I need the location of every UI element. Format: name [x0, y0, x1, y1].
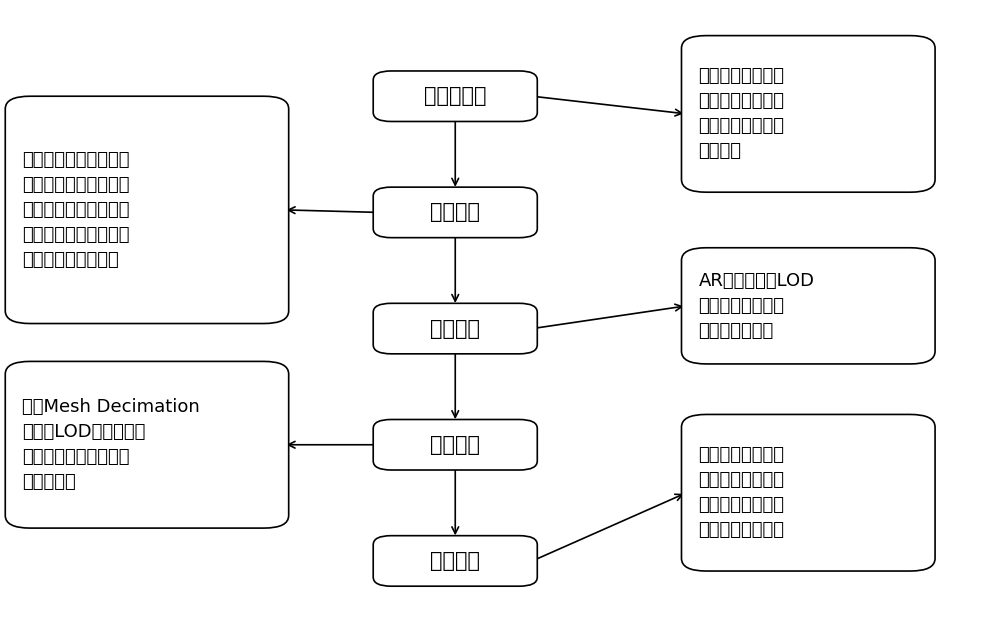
- FancyBboxPatch shape: [373, 303, 537, 354]
- Text: 模型轻量化: 模型轻量化: [424, 86, 486, 106]
- FancyBboxPatch shape: [681, 248, 935, 364]
- Text: 界面设计、交互方
式、响应速度等方
面的优化，以提升
用户满意度和效率: 界面设计、交互方 式、响应速度等方 面的优化，以提升 用户满意度和效率: [698, 446, 784, 539]
- FancyBboxPatch shape: [373, 71, 537, 121]
- Text: 模型优化: 模型优化: [430, 202, 480, 222]
- FancyBboxPatch shape: [681, 415, 935, 571]
- FancyBboxPatch shape: [373, 187, 537, 238]
- Text: 细节调整: 细节调整: [430, 318, 480, 338]
- FancyBboxPatch shape: [5, 361, 289, 528]
- FancyBboxPatch shape: [373, 535, 537, 586]
- Text: 将模型的权重和激
活值从高精度的浮
点数转换为较低精
度的表示: 将模型的权重和激 活值从高精度的浮 点数转换为较低精 度的表示: [698, 67, 784, 160]
- Text: 通过减少模型表面的多
边形数量、合并相邻的
顶点、合并相邻的面来
减少模型面数，降低模
型的复杂性和计算量: 通过减少模型表面的多 边形数量、合并相邻的 顶点、合并相邻的面来 减少模型面数，…: [22, 151, 130, 269]
- Text: 通过Mesh Decimation
技术对LOD技术中需要
不同面数精度的模型进
行网格简化: 通过Mesh Decimation 技术对LOD技术中需要 不同面数精度的模型进…: [22, 398, 200, 491]
- Text: AR系统中通过LOD
技术对场景中的模
型进行细节调整: AR系统中通过LOD 技术对场景中的模 型进行细节调整: [698, 272, 814, 340]
- Text: 用户体验: 用户体验: [430, 551, 480, 571]
- FancyBboxPatch shape: [681, 35, 935, 192]
- Text: 网格简化: 网格简化: [430, 435, 480, 455]
- FancyBboxPatch shape: [373, 419, 537, 470]
- FancyBboxPatch shape: [5, 96, 289, 324]
